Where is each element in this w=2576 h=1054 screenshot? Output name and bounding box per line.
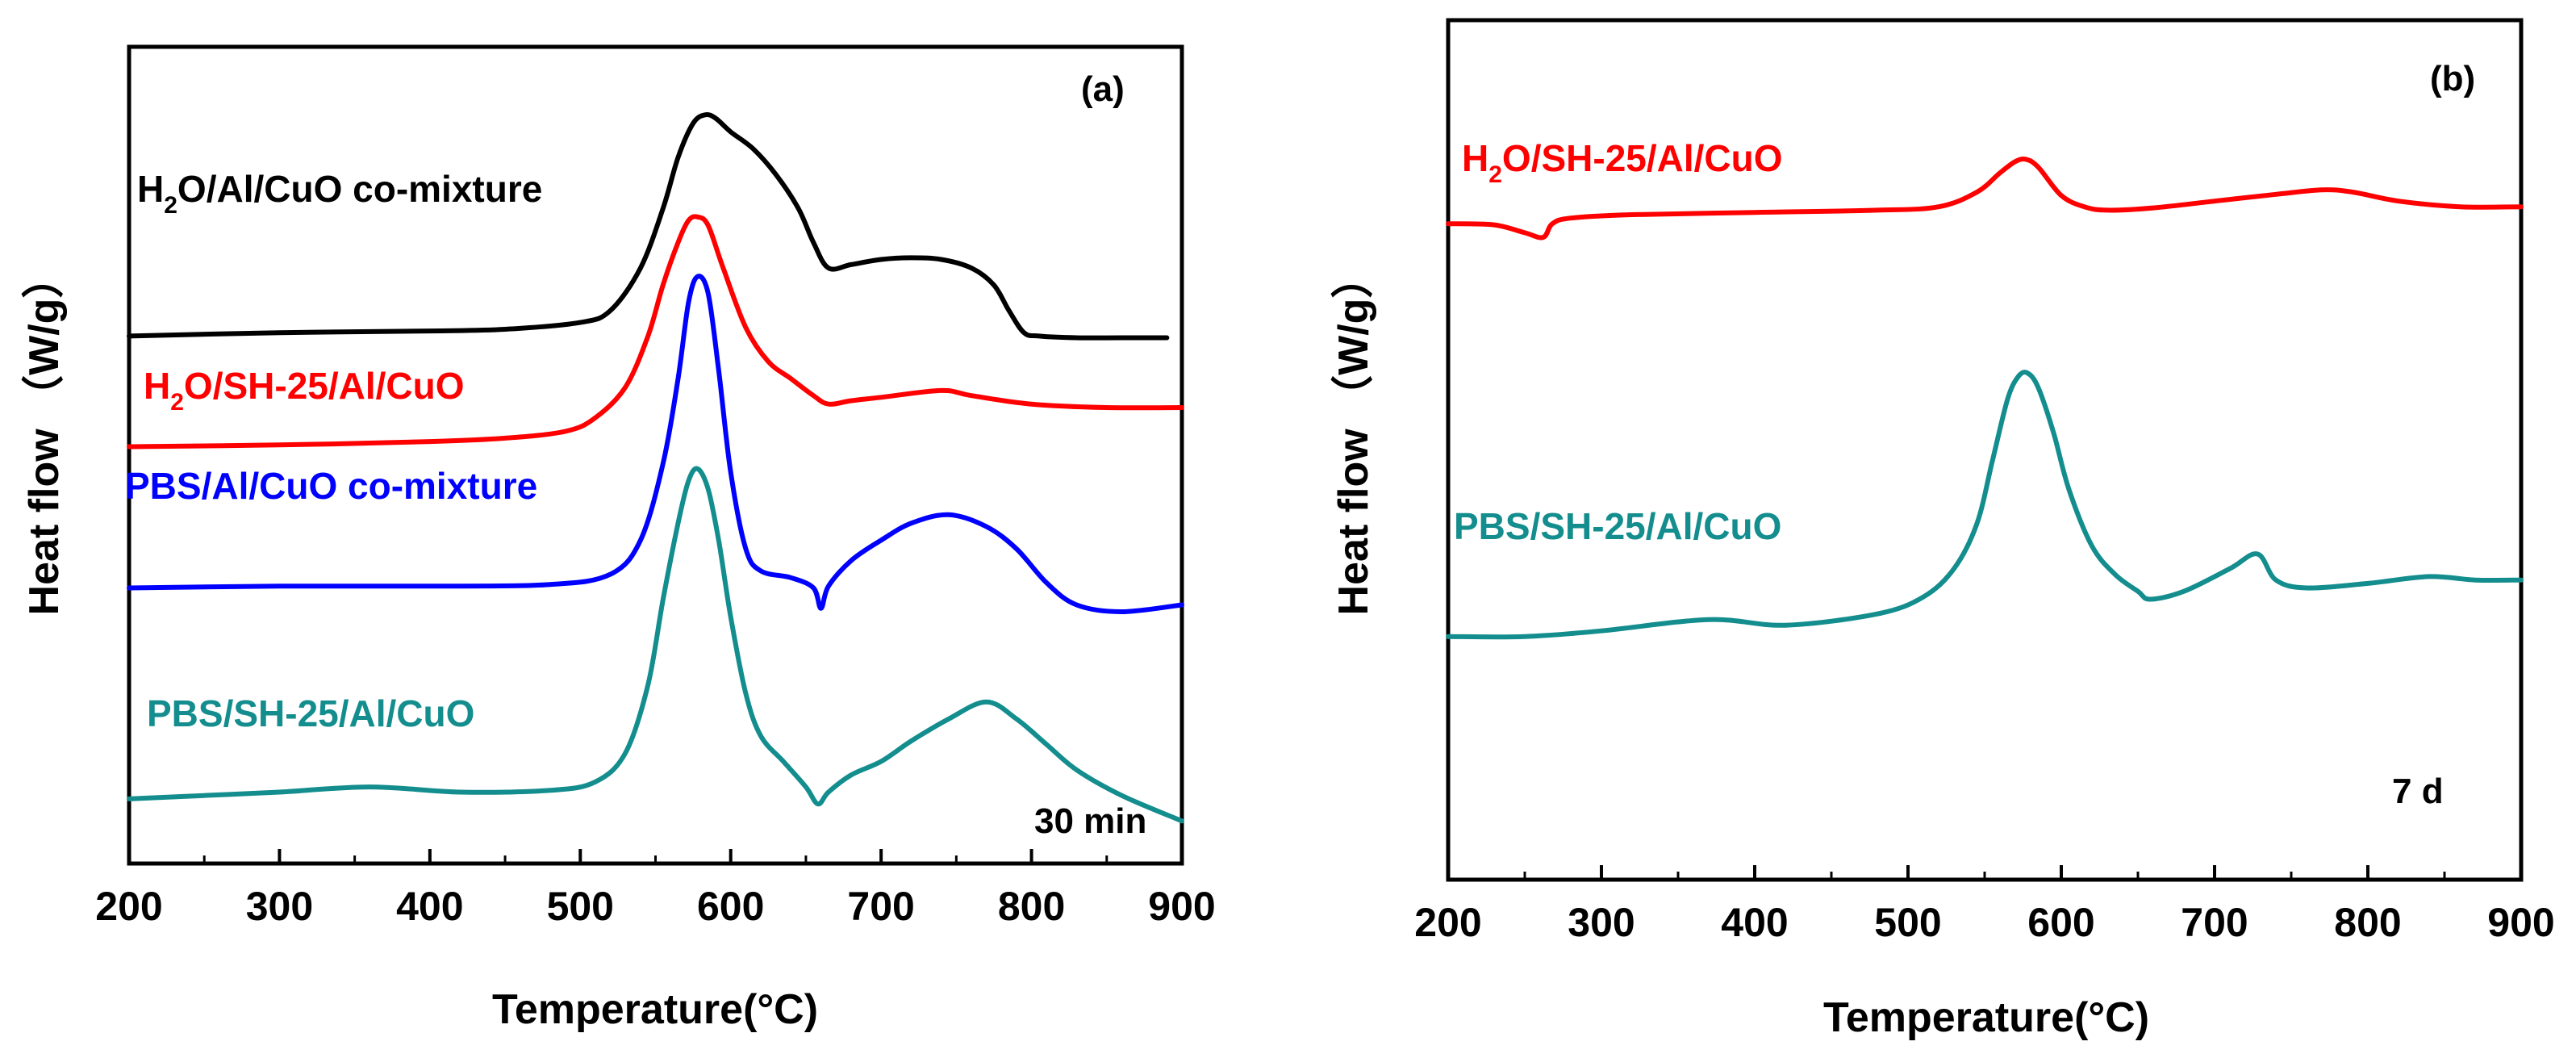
x-tick-label-500: 500 (1874, 900, 1941, 945)
series-line-h2o-sh25 (1446, 156, 2524, 240)
y-axis-title-b: Heat flow （W/g） (1330, 257, 1377, 616)
annotation-a: 30 min (1034, 801, 1146, 841)
x-tick-label-300: 300 (1568, 900, 1635, 945)
series-lines-a (127, 112, 1184, 824)
y-axis-title-a: Heat flow （W/g） (21, 257, 68, 616)
x-tick-label-700: 700 (847, 884, 914, 929)
x-axis-title-a: Temperature(°C) (492, 986, 818, 1033)
series-label-pbs-sh25-a: PBS/SH-25/Al/CuO (147, 692, 474, 734)
series-label-h2o-al-cuo: H2O/Al/CuO co-mixture (137, 168, 542, 219)
series-label-h2o-sh25-b: H2O/SH-25/Al/CuO (1462, 137, 1783, 188)
chart-panel-b: 200 300 400 500 600 700 800 900 (b) 7 d H2O/SH-… (1330, 18, 2555, 1041)
annotation-b: 7 d (2392, 772, 2444, 811)
x-tick-label-600: 600 (2027, 900, 2094, 945)
series-line-h2o-al-cuo (127, 112, 1170, 341)
series-line-pbs-al-cuo (127, 274, 1184, 614)
x-tick-label-500: 500 (547, 884, 614, 929)
series-line-pbs-sh25 (127, 466, 1184, 824)
x-tick-label-200: 200 (95, 884, 162, 929)
series-line-h2o-sh25 (127, 214, 1184, 450)
x-tick-label-400: 400 (1721, 900, 1788, 945)
chart-panel-a: 200 300 400 500 600 700 800 900 (a) 30 min H2O/… (21, 44, 1216, 1033)
series-label-pbs-sh25-b: PBS/SH-25/Al/CuO (1454, 505, 1781, 547)
series-label-h2o-sh25-a: H2O/SH-25/Al/CuO (144, 365, 465, 416)
panel-label-a: (a) (1081, 69, 1125, 109)
x-tick-label-700: 700 (2181, 900, 2248, 945)
x-tick-label-200: 200 (1414, 900, 1481, 945)
x-tick-label-800: 800 (998, 884, 1065, 929)
series-line-pbs-sh25 (1446, 370, 2524, 640)
x-tick-label-900: 900 (2487, 900, 2554, 945)
x-tick-label-800: 800 (2334, 900, 2401, 945)
series-lines-b (1446, 156, 2524, 640)
x-ticks-a: 200 300 400 500 600 700 800 900 (95, 849, 1216, 929)
x-tick-label-400: 400 (396, 884, 463, 929)
x-tick-label-900: 900 (1148, 884, 1215, 929)
panel-label-b: (b) (2430, 59, 2475, 98)
x-axis-title-b: Temperature(°C) (1823, 994, 2149, 1041)
x-tick-label-300: 300 (246, 884, 313, 929)
series-label-pbs-al-cuo: PBS/Al/CuO co-mixture (125, 465, 537, 507)
x-tick-label-600: 600 (697, 884, 764, 929)
x-ticks-b: 200 300 400 500 600 700 800 900 (1414, 865, 2555, 945)
